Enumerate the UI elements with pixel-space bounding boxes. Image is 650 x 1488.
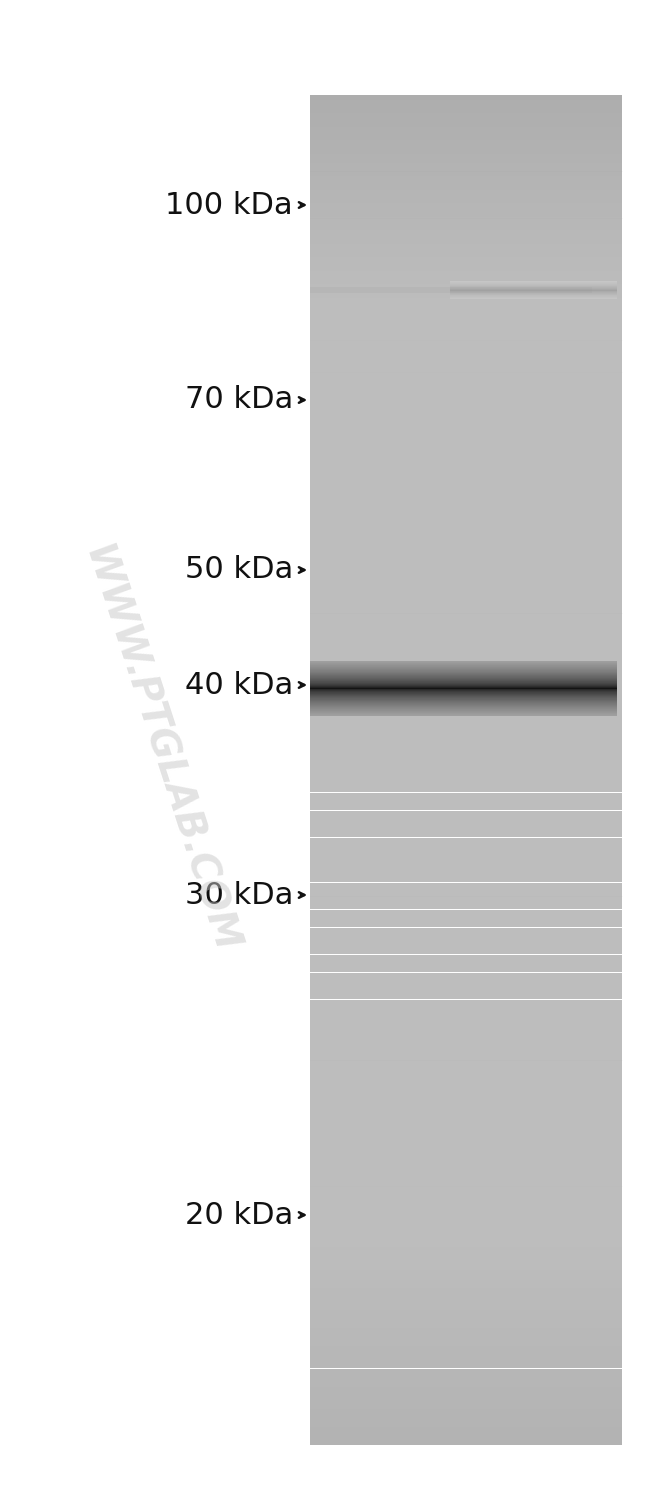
Text: 30 kDa: 30 kDa xyxy=(185,881,293,909)
Text: 100 kDa: 100 kDa xyxy=(165,190,293,220)
Text: 20 kDa: 20 kDa xyxy=(185,1201,293,1229)
Text: WWW.PTGLAB.COM: WWW.PTGLAB.COM xyxy=(76,542,244,958)
Text: 50 kDa: 50 kDa xyxy=(185,555,293,585)
Text: 40 kDa: 40 kDa xyxy=(185,671,293,699)
Text: 70 kDa: 70 kDa xyxy=(185,385,293,415)
